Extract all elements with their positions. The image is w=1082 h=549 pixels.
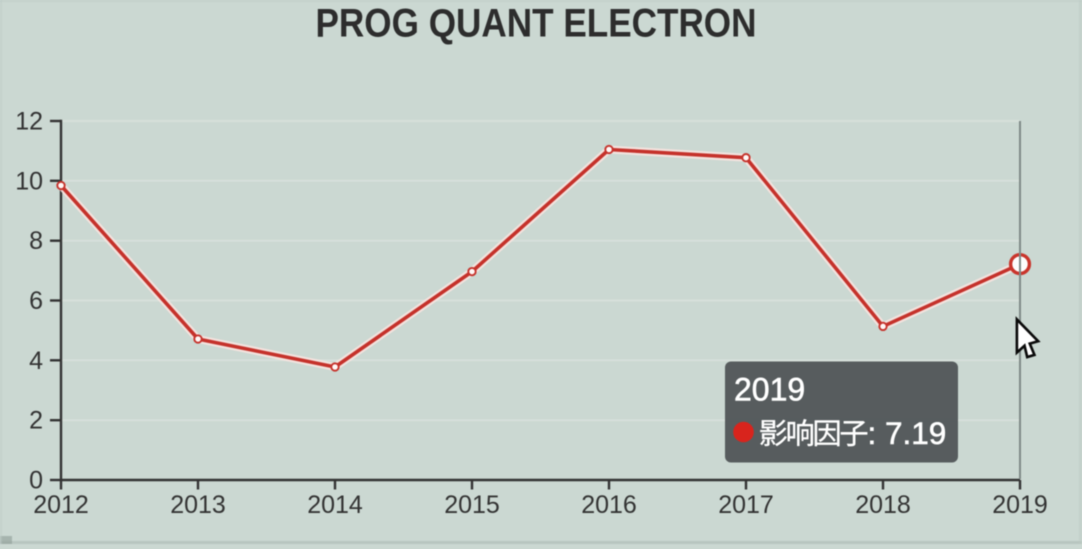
svg-text:0: 0 (29, 467, 43, 495)
svg-text:10: 10 (15, 167, 43, 195)
svg-text:2013: 2013 (170, 491, 226, 519)
svg-text:2018: 2018 (855, 491, 911, 519)
svg-text:12: 12 (15, 108, 43, 136)
svg-text:2019: 2019 (992, 491, 1048, 519)
svg-text:2: 2 (29, 407, 43, 435)
svg-text:2019: 2019 (734, 372, 805, 408)
svg-text:8: 8 (29, 227, 43, 255)
svg-text:PROG QUANT ELECTRON: PROG QUANT ELECTRON (316, 2, 757, 46)
svg-text:2012: 2012 (33, 491, 89, 519)
svg-text:2015: 2015 (444, 491, 500, 519)
svg-text:2017: 2017 (718, 491, 774, 519)
svg-text:2014: 2014 (307, 491, 363, 519)
svg-text:2016: 2016 (581, 491, 637, 519)
svg-text:4: 4 (29, 347, 43, 375)
svg-text:6: 6 (29, 287, 43, 315)
svg-text:: 7.19: : 7.19 (868, 415, 947, 451)
